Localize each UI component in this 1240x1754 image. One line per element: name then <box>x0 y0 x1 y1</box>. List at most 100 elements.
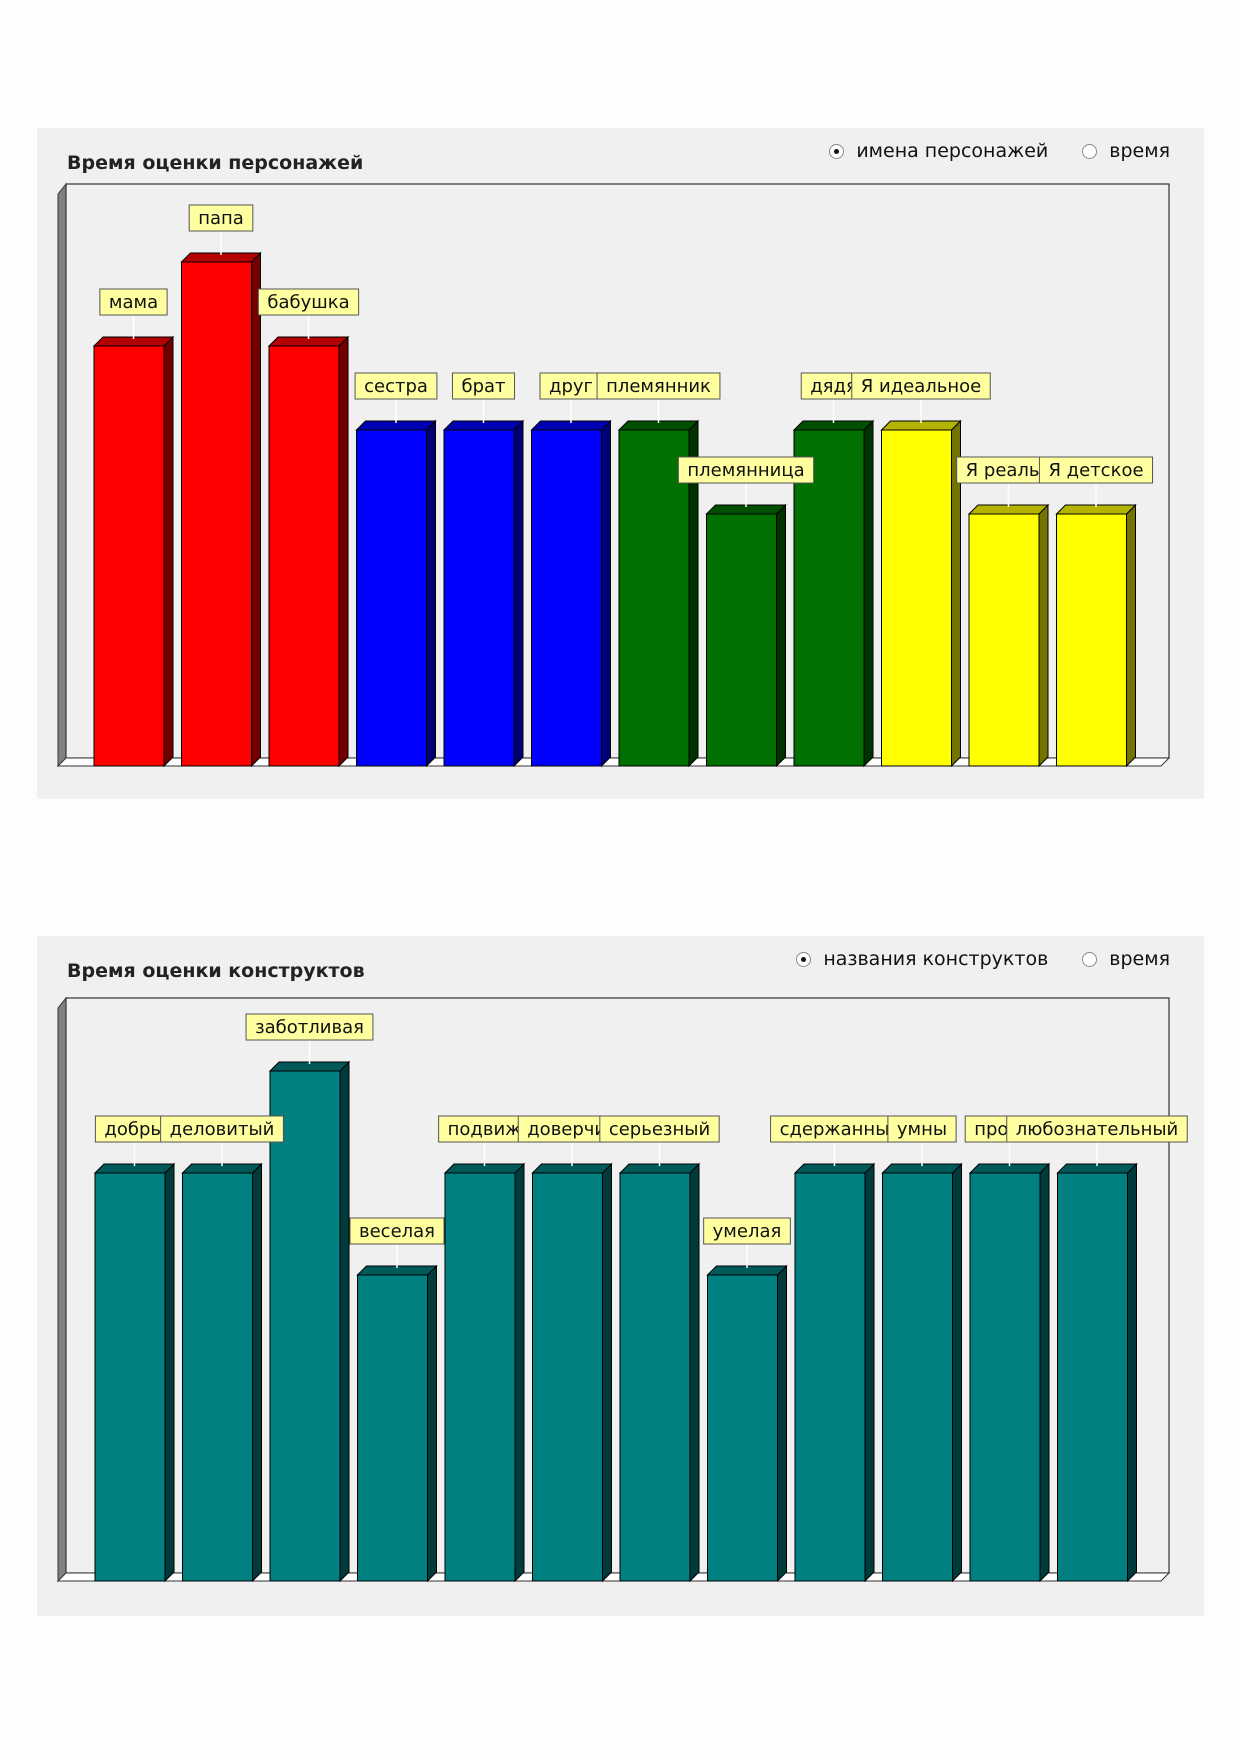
bar-label: заботливая <box>245 1013 374 1064</box>
label-box <box>99 288 168 316</box>
bar-front <box>268 345 340 767</box>
bar-front <box>357 1274 428 1582</box>
bar-front <box>356 429 427 767</box>
label-box <box>770 1115 899 1143</box>
label-text: брат <box>461 376 505 397</box>
label-text: умны <box>897 1119 947 1140</box>
bar-front <box>443 429 515 767</box>
bar-side <box>163 335 174 768</box>
bar-label: подвиж <box>438 1115 531 1166</box>
bar-label: мама <box>99 288 168 339</box>
bar-front <box>618 429 690 767</box>
bar-label: брат <box>451 372 516 423</box>
label-box <box>354 372 438 400</box>
bar-side <box>514 1162 525 1583</box>
bar-front <box>269 1070 341 1582</box>
bar-label: сестра <box>354 372 438 423</box>
bar-front <box>1056 513 1127 767</box>
bar-12 <box>1055 503 1137 768</box>
bar-9 <box>793 1162 876 1583</box>
label-text: серьезный <box>609 1119 710 1140</box>
bar-side <box>338 335 349 768</box>
bar-4 <box>355 419 437 768</box>
label-text: бабушка <box>267 292 349 313</box>
bar-2 <box>181 1162 263 1583</box>
label-text: подвиж <box>448 1119 522 1140</box>
bar-side <box>602 1162 612 1583</box>
bar-front <box>532 1172 603 1582</box>
chart-left-wall <box>57 182 67 768</box>
bar-side <box>1126 503 1136 768</box>
radio-construct-names[interactable]: названия конструктов <box>796 948 1048 970</box>
label-box <box>349 1217 445 1245</box>
bar-front <box>793 429 865 767</box>
radio-checked-icon[interactable] <box>796 951 812 967</box>
radio-time[interactable]: время <box>1082 140 1170 162</box>
label-box <box>1038 456 1154 484</box>
label-text: дядя <box>810 376 857 397</box>
bar-3 <box>267 335 350 768</box>
bar-label: сдержанны <box>770 1115 899 1166</box>
bar-label: деловитый <box>160 1115 284 1166</box>
bar-side <box>601 419 611 768</box>
radio-unchecked-icon[interactable] <box>1082 951 1098 967</box>
label-text: Я реальн <box>966 460 1052 481</box>
label-box <box>599 1115 720 1143</box>
radio-unchecked-icon[interactable] <box>1082 143 1098 159</box>
bar-side <box>339 1060 350 1583</box>
radio-character-names[interactable]: имена персонажей <box>829 140 1048 162</box>
bar-front <box>93 345 165 767</box>
bar-label: дядя <box>800 372 867 423</box>
bar-side <box>777 1264 787 1583</box>
radio-label: время <box>1109 140 1170 162</box>
bar-11 <box>968 1162 1051 1583</box>
label-box <box>257 288 360 316</box>
bar-side <box>252 1162 262 1583</box>
label-text: Я детское <box>1048 460 1143 481</box>
label-box <box>887 1115 957 1143</box>
radio-label: время <box>1109 948 1170 970</box>
display-mode-radio-group: имена персонажей время <box>829 140 1170 162</box>
bar-front <box>1057 1172 1128 1582</box>
bar-side <box>164 1162 175 1583</box>
bar-11 <box>967 503 1050 768</box>
bar-side <box>952 1162 962 1583</box>
label-box <box>677 456 815 484</box>
label-text: любознательный <box>1016 1119 1179 1140</box>
label-box <box>451 372 516 400</box>
label-text: племянница <box>687 460 804 481</box>
label-text: веселая <box>359 1221 435 1242</box>
label-text: папа <box>198 208 244 229</box>
radio-checked-icon[interactable] <box>829 143 845 159</box>
label-box <box>851 372 991 400</box>
bar-label: племянник <box>596 372 721 423</box>
bar-side <box>1039 1162 1050 1583</box>
bar-10 <box>880 419 962 768</box>
chart-title: Время оценки конструктов <box>67 960 365 982</box>
label-box <box>188 204 254 232</box>
radio-time[interactable]: время <box>1082 948 1170 970</box>
bar-1 <box>93 1162 176 1583</box>
chart-left-wall <box>57 996 67 1583</box>
bar-side <box>863 419 874 768</box>
bar-label: умны <box>887 1115 957 1166</box>
label-text: добры <box>104 1119 164 1140</box>
bar-7 <box>617 419 700 768</box>
label-text: друг <box>549 376 593 397</box>
bar-label: серьезный <box>599 1115 720 1166</box>
bar-12 <box>1056 1162 1138 1583</box>
bar-7 <box>618 1162 701 1583</box>
bar-label: друг <box>539 372 603 423</box>
bar-chart-characters: мама папа бабушка сестра брат друг племянник пл… <box>56 182 1171 768</box>
bar-front <box>531 429 602 767</box>
label-text: умелая <box>713 1221 782 1242</box>
label-text: мама <box>109 292 158 313</box>
bar-front <box>882 1172 953 1582</box>
bar-1 <box>92 335 175 768</box>
chart-panel-characters: Время оценки персонажей имена персонажей… <box>37 128 1204 799</box>
bar-chart-constructs: добры деловитый заботливая веселая подвиж дов… <box>56 996 1188 1583</box>
label-box <box>1006 1115 1188 1143</box>
bar-label: бабушка <box>257 288 360 339</box>
label-text: сдержанны <box>780 1119 890 1140</box>
bar-side <box>864 1162 875 1583</box>
